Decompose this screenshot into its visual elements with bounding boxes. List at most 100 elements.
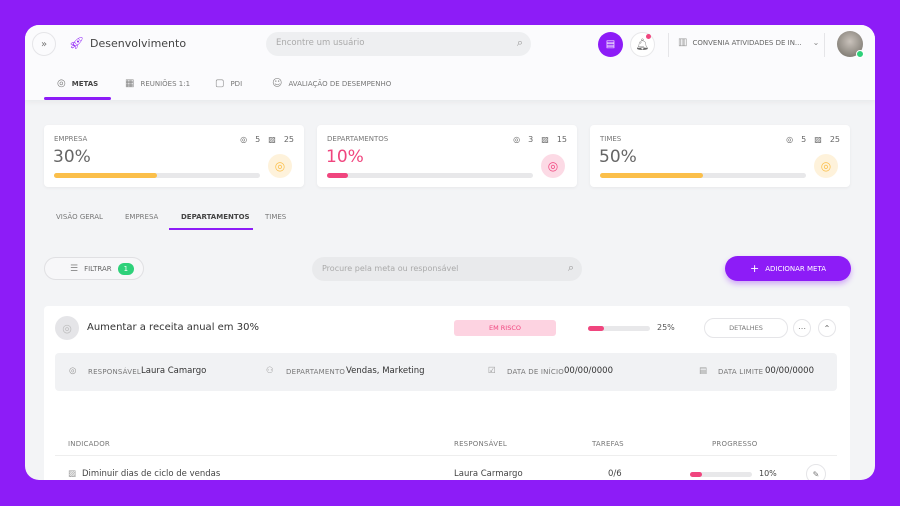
chart-icon: ▥ [678, 37, 688, 48]
indicator-icon: ▨ [268, 135, 276, 144]
subtab-departamentos[interactable]: DEPARTAMENTOS [181, 213, 250, 221]
card-counts: ◎ 5 ▨ 25 [786, 135, 840, 144]
row-responsavel: Laura Carmargo [454, 469, 523, 479]
indicators-count: 25 [283, 135, 294, 144]
summary-card-empresa[interactable]: EMPRESA 30% ◎ 5 ▨ 25 ◎ [44, 125, 304, 187]
calendar-check-icon: ☑ [488, 366, 496, 376]
col-indicador: INDICADOR [68, 440, 110, 448]
tab-label: AVALIAÇÃO DE DESEMPENHO [288, 79, 392, 88]
row-tarefas: 0/6 [608, 469, 622, 479]
search-placeholder: Procure pela meta ou responsável [322, 264, 459, 273]
col-tarefas: TAREFAS [592, 440, 624, 448]
chart-icon: ▢ [215, 78, 225, 89]
chat-button[interactable]: ▤ [598, 32, 623, 57]
company-name: CONVENIA ATIVIDADES DE IN... [692, 38, 802, 47]
card-progress-bar [600, 173, 806, 178]
status-badge: EM RISCO [454, 320, 556, 336]
goals-count: 5 [801, 135, 807, 144]
target-icon: ◎ [268, 154, 292, 178]
target-icon: ◎ [57, 78, 66, 89]
goal-title: Aumentar a receita anual em 30% [87, 322, 259, 333]
summary-card-departamentos[interactable]: DEPARTAMENTOS 10% ◎ 3 ▨ 15 ◎ [317, 125, 577, 187]
subtab-visao-geral[interactable]: VISÃO GERAL [56, 213, 103, 221]
row-progress-bar [690, 472, 752, 477]
target-icon: ◎ [541, 154, 565, 178]
avatar[interactable] [837, 31, 864, 58]
goal-info-panel: ◎ RESPONSÁVEL Laura Camargo ⚇ DEPARTAMEN… [55, 353, 837, 391]
page-title: Desenvolvimento [90, 37, 187, 50]
rocket-icon: 🚀︎ [69, 36, 85, 50]
divider [668, 33, 669, 57]
filter-label: FILTRAR [84, 264, 112, 273]
search-icon: ⌕ [567, 261, 574, 274]
notification-dot [646, 34, 651, 39]
card-label: DEPARTAMENTOS [327, 135, 389, 143]
card-counts: ◎ 3 ▨ 15 [513, 135, 567, 144]
table-row[interactable]: ▨ Diminuir dias de ciclo de vendas Laura… [55, 456, 837, 480]
subtab-times[interactable]: TIMES [265, 213, 287, 221]
card-percent: 30% [53, 147, 91, 167]
row-progress-text: 10% [759, 469, 777, 478]
calendar-icon: ▤ [699, 366, 708, 376]
filter-icon: ☰ [70, 263, 79, 274]
card-progress-bar [54, 173, 260, 178]
filter-button[interactable]: ☰ FILTRAR 1 [44, 257, 144, 280]
target-icon: ◎ [55, 316, 79, 340]
chevron-down-icon: ⌄ [812, 38, 820, 47]
limite-label: DATA LIMITE [718, 368, 764, 376]
indicator-icon: ▨ [541, 135, 549, 144]
subtab-empresa[interactable]: EMPRESA [125, 213, 159, 221]
details-button[interactable]: DETALHES [704, 318, 788, 338]
target-icon: ◎ [513, 135, 521, 144]
goal-search-input[interactable]: Procure pela meta ou responsável ⌕ [312, 257, 582, 281]
plus-icon: + [749, 262, 760, 275]
divider [824, 33, 825, 57]
calendar-icon: ▦ [125, 78, 135, 89]
add-goal-label: ADICIONAR META [765, 264, 827, 273]
notifications-bell-icon[interactable]: 🔔︎ [630, 32, 655, 57]
search-icon: ⌕ [516, 36, 523, 49]
search-placeholder: Encontre um usuário [276, 38, 365, 48]
inicio-value: 00/00/0000 [564, 366, 613, 376]
indicators-count: 25 [829, 135, 840, 144]
active-subtab-indicator [169, 228, 253, 230]
tab-avaliacao[interactable]: ☺ AVALIAÇÃO DE DESEMPENHO [272, 78, 391, 89]
tab-reunioes[interactable]: ▦ REUNIÕES 1:1 [125, 78, 190, 89]
card-progress-bar [327, 173, 533, 178]
col-responsavel: RESPONSÁVEL [454, 440, 507, 448]
goal-progress-bar [588, 326, 650, 331]
target-icon: ◎ [240, 135, 248, 144]
more-options-button[interactable]: ⋯ [793, 319, 811, 337]
goals-count: 3 [528, 135, 534, 144]
tab-label: PDI [230, 79, 243, 88]
responsavel-value: Laura Camargo [141, 366, 207, 376]
row-indicador: Diminuir dias de ciclo de vendas [82, 469, 221, 479]
indicator-icon: ▨ [814, 135, 822, 144]
company-selector[interactable]: ▥ CONVENIA ATIVIDADES DE IN... ⌄ [678, 37, 819, 48]
indicators-count: 15 [556, 135, 567, 144]
summary-card-times[interactable]: TIMES 50% ◎ 5 ▨ 25 ◎ [590, 125, 850, 187]
edit-indicator-button[interactable]: ✎ [806, 464, 826, 480]
filter-count-badge: 1 [117, 262, 135, 275]
target-icon: ◎ [814, 154, 838, 178]
col-progresso: PROGRESSO [712, 440, 758, 448]
add-goal-button[interactable]: + ADICIONAR META [725, 256, 851, 281]
card-percent: 50% [599, 147, 637, 167]
card-counts: ◎ 5 ▨ 25 [240, 135, 294, 144]
goal-card: ◎ Aumentar a receita anual em 30% EM RIS… [44, 306, 850, 480]
tab-pdi[interactable]: ▢ PDI [215, 78, 242, 89]
team-icon: ⚇ [266, 366, 274, 376]
card-label: EMPRESA [54, 135, 88, 143]
user-search-input[interactable]: Encontre um usuário ⌕ [266, 32, 531, 56]
tab-metas[interactable]: ◎ METAS [57, 78, 98, 89]
collapse-button[interactable]: ⌃ [818, 319, 836, 337]
active-tab-indicator [44, 97, 111, 100]
review-icon: ☺ [272, 78, 283, 89]
indicator-icon: ▨ [68, 469, 77, 479]
goal-progress-text: 25% [657, 323, 675, 332]
expand-sidebar-button[interactable]: » [32, 32, 56, 56]
header: » 🚀︎ Desenvolvimento Encontre um usuário… [25, 25, 875, 100]
online-status-dot [856, 50, 864, 58]
tab-label: METAS [71, 79, 99, 88]
card-label: TIMES [600, 135, 622, 143]
